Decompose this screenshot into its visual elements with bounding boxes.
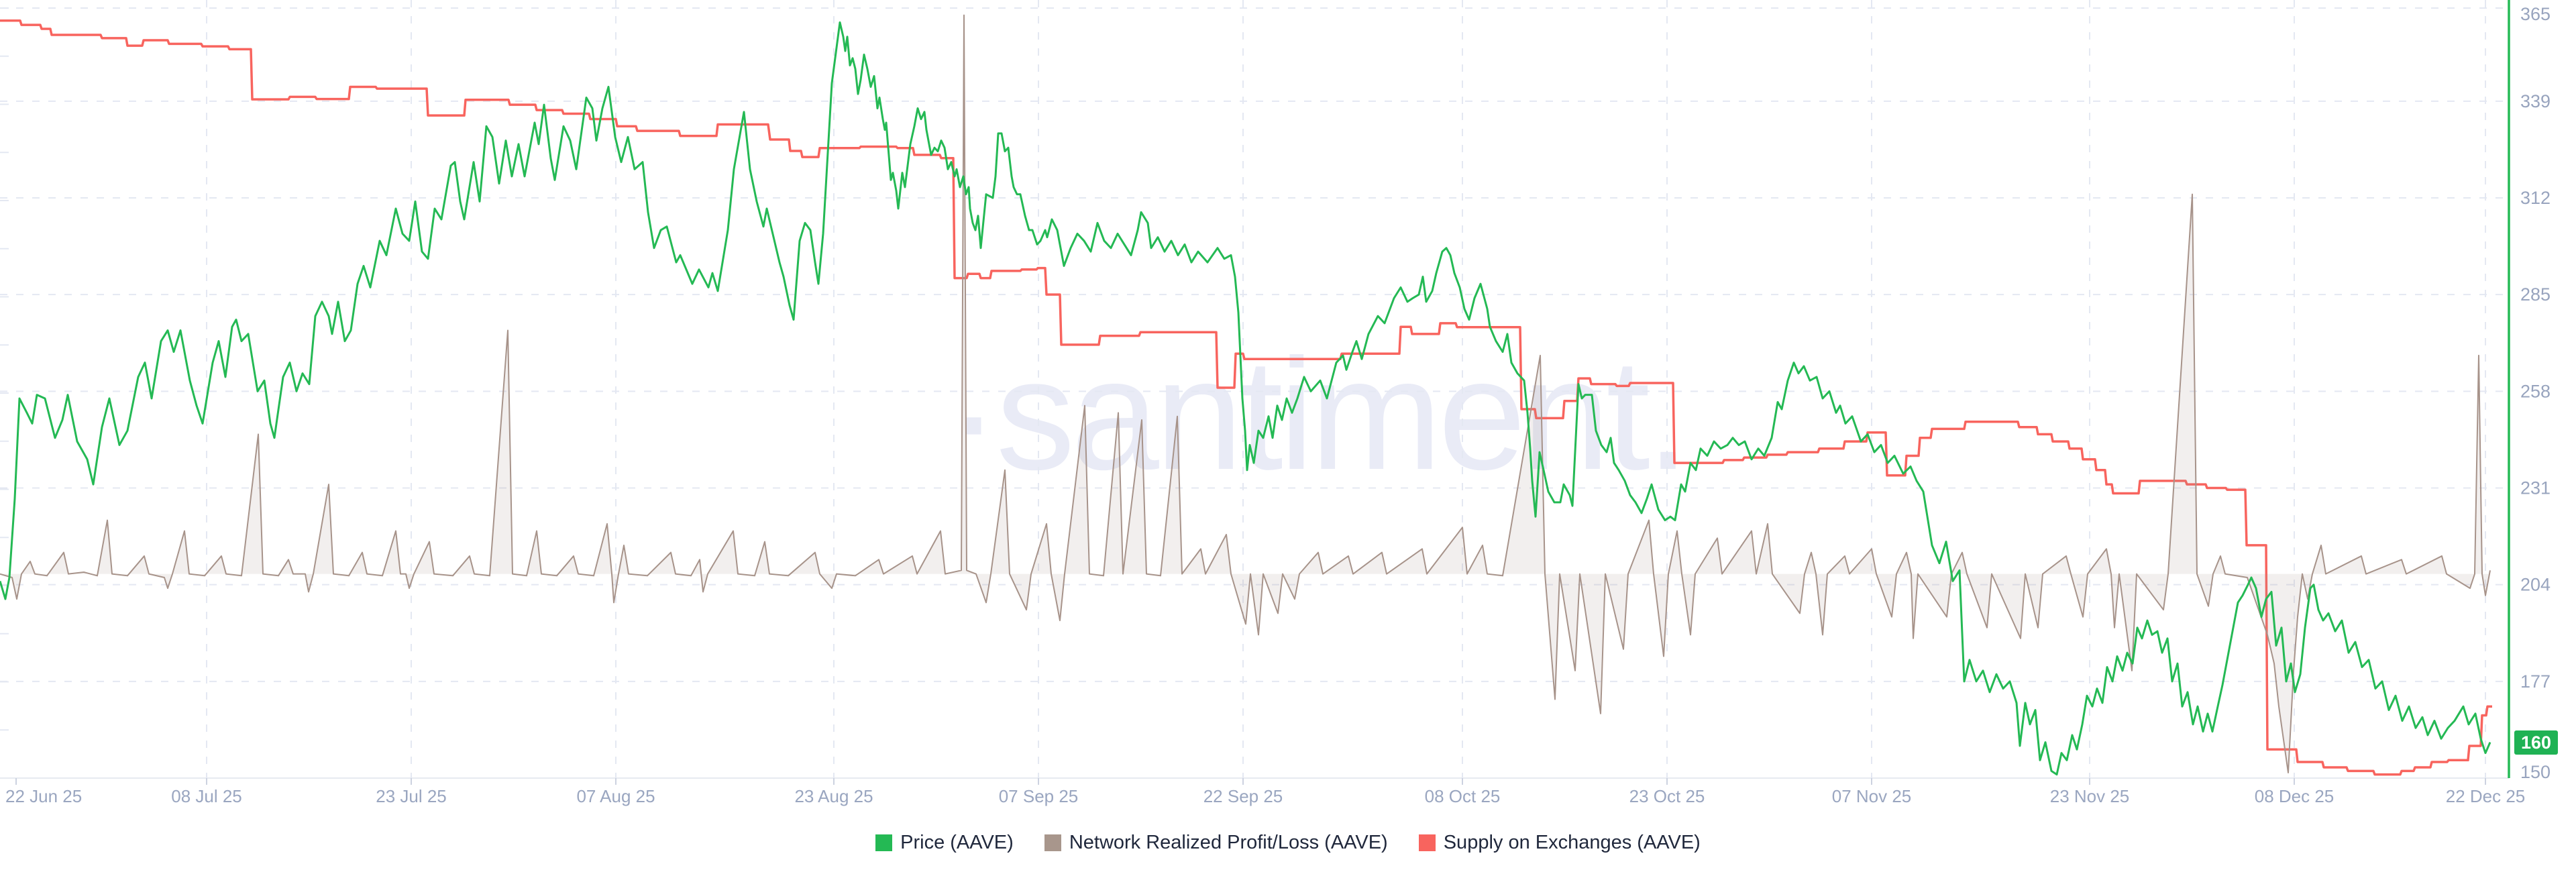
price-swatch-icon — [875, 834, 893, 851]
y-axis-label: 150 — [2520, 762, 2551, 782]
chart-legend: Price (AAVE) Network Realized Profit/Los… — [0, 832, 2576, 854]
current-price-badge: 160 — [2514, 730, 2559, 755]
y-axis-label: 339 — [2520, 91, 2551, 111]
legend-label: Network Realized Profit/Loss (AAVE) — [1069, 832, 1388, 853]
y-axis-label: 204 — [2520, 575, 2551, 595]
x-axis-label: 22 Jun 25 — [5, 786, 82, 806]
x-axis-label: 08 Jul 25 — [171, 786, 242, 806]
network-realized-profit-loss-line[interactable] — [0, 14, 2491, 773]
y-axis-label: 285 — [2520, 284, 2551, 305]
x-axis-label: 23 Oct 25 — [1629, 786, 1705, 806]
y-axis-label: 258 — [2520, 381, 2551, 401]
x-axis-label: 23 Nov 25 — [2050, 786, 2130, 806]
legend-label: Price (AAVE) — [900, 832, 1014, 853]
x-axis-label: 08 Oct 25 — [1425, 786, 1501, 806]
price-line[interactable] — [0, 21, 2491, 776]
x-axis-label: 07 Sep 25 — [999, 786, 1079, 806]
supply-on-exchanges-line[interactable] — [0, 19, 2492, 776]
x-axis-label: 23 Jul 25 — [376, 786, 447, 806]
x-axis-label: 23 Aug 25 — [794, 786, 873, 806]
y-axis-label: 365 — [2520, 4, 2551, 24]
legend-label: Supply on Exchanges (AAVE) — [1443, 832, 1701, 853]
legend-item-supply[interactable]: Supply on Exchanges (AAVE) — [1418, 832, 1701, 854]
santiment-watermark: ·santiment. — [947, 326, 1690, 503]
legend-item-price[interactable]: Price (AAVE) — [875, 832, 1014, 854]
y-axis-label: 231 — [2520, 478, 2551, 498]
x-axis-label: 07 Nov 25 — [1832, 786, 1912, 806]
y-axis-label: 312 — [2520, 188, 2551, 208]
x-axis-label: 07 Aug 25 — [576, 786, 655, 806]
x-axis-label: 22 Sep 25 — [1203, 786, 1283, 806]
supply-swatch-icon — [1418, 834, 1436, 851]
x-axis-label: 22 Dec 25 — [2446, 786, 2526, 806]
nrpl-swatch-icon — [1044, 834, 1061, 851]
legend-item-nrpl[interactable]: Network Realized Profit/Loss (AAVE) — [1044, 832, 1388, 854]
y-axis-label: 177 — [2520, 671, 2551, 692]
x-axis-label: 08 Dec 25 — [2255, 786, 2334, 806]
